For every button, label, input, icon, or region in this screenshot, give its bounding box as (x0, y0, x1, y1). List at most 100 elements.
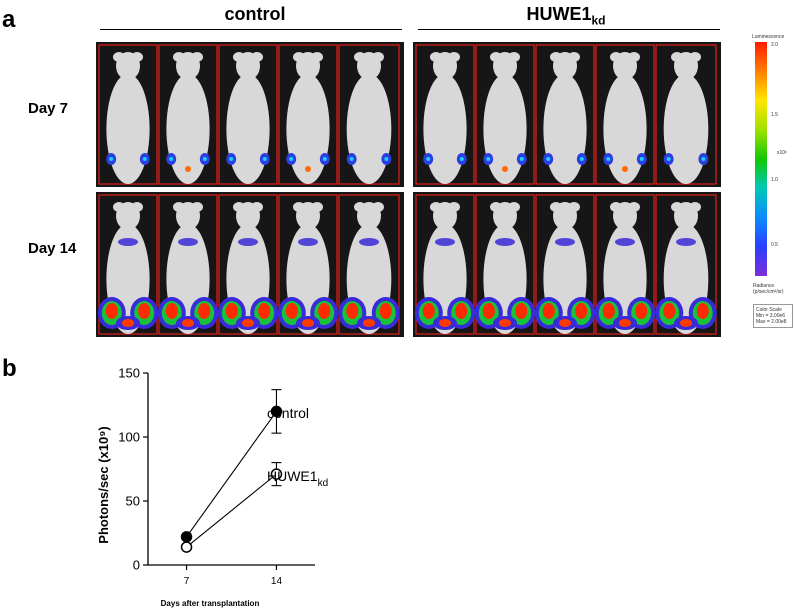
signal-core (579, 157, 584, 161)
signal-upper (495, 238, 515, 246)
series-line (186, 473, 277, 548)
signal-base-core (680, 319, 692, 327)
signal-peak (379, 303, 392, 319)
signal-peak (346, 303, 359, 319)
signal-core (229, 157, 234, 161)
signal-core (322, 157, 327, 161)
colorbar-unit-line2: (p/sec/cm²/sr) (753, 289, 784, 295)
colorbar-tick-0-5: 0.5 (771, 242, 778, 248)
colorbar-tick-1-0: 1.0 (771, 177, 778, 183)
signal-upper (118, 238, 138, 246)
signal-core (262, 157, 267, 161)
signal-peak (602, 303, 615, 319)
mouse-body (226, 73, 270, 185)
mouse-figure (535, 44, 595, 185)
data-point (270, 405, 283, 418)
mouse-head (553, 202, 577, 230)
mouse-head (493, 52, 517, 80)
signal-tail (305, 166, 311, 172)
bli-huwe1kd-day14-svg (414, 194, 717, 335)
signal-peak (575, 303, 588, 319)
signal-peak (225, 303, 238, 319)
signal-tail (185, 166, 191, 172)
mouse-head (176, 52, 200, 80)
signal-peak (138, 303, 151, 319)
colorbar-exponent: x10⁸ (777, 150, 788, 156)
signal-core (639, 157, 644, 161)
signal-core (142, 157, 147, 161)
panel-letter-b: b (2, 355, 17, 382)
mouse-figure (474, 194, 536, 335)
signal-core (546, 157, 551, 161)
x-axis-label: Days after transplantation (161, 599, 260, 608)
mouse-figure (217, 194, 279, 335)
mouse-figure (415, 44, 475, 185)
row-label-day14: Day 14 (28, 240, 77, 257)
mouse-head (433, 52, 457, 80)
signal-tail (502, 166, 508, 172)
mouse-figure (218, 44, 278, 185)
signal-peak (422, 303, 435, 319)
mouse-head (116, 52, 140, 80)
mouse-head (296, 202, 320, 230)
signal-base-core (182, 319, 194, 327)
mouse-figure (655, 44, 717, 185)
color-scale-max: Max = 2.00e8 (756, 319, 787, 325)
signal-core (349, 157, 354, 161)
mouse-head (493, 202, 517, 230)
signal-base-core (242, 319, 254, 327)
mouse-body (423, 73, 467, 185)
signal-peak (285, 303, 298, 319)
bli-control-day7-svg (98, 44, 400, 185)
group-label-control: control (224, 4, 286, 24)
y-axis-label: Photons/sec (x10⁹) (96, 426, 111, 543)
mouse-head (296, 52, 320, 80)
mouse-body (166, 73, 210, 185)
signal-base-core (302, 319, 314, 327)
signal-upper (555, 238, 575, 246)
color-scale-min: Min = 3.00e6 (756, 313, 786, 319)
signal-upper (359, 238, 379, 246)
colorbar-tick-1-5: 1.5 (771, 112, 778, 118)
signal-base-core (499, 319, 511, 327)
signal-base-core (363, 319, 375, 327)
signal-peak (696, 303, 709, 319)
bli-image-huwe1kd-day7 (413, 42, 721, 187)
signal-tail (622, 166, 628, 172)
color-scale-box: Color Scale Min = 3.00e6 Max = 2.00e8 (753, 304, 793, 328)
mouse-head (357, 202, 381, 230)
mouse-body (286, 73, 330, 185)
signal-peak (165, 303, 178, 319)
data-point (180, 541, 193, 553)
group-underline-control (100, 29, 402, 30)
signal-peak (455, 303, 468, 319)
y-tick-label: 100 (118, 430, 140, 445)
mouse-head (674, 202, 698, 230)
signal-upper (676, 238, 696, 246)
bli-huwe1kd-day7-svg (415, 44, 717, 185)
signal-core (426, 157, 431, 161)
mouse-head (613, 202, 637, 230)
bli-image-control-day14 (96, 192, 404, 337)
colorbar-unit-line1: Radiance (753, 283, 775, 289)
signal-core (459, 157, 464, 161)
legend-label-huwe1kd: HUWE1kd (267, 468, 328, 489)
data-point (180, 531, 193, 543)
mouse-figure (595, 44, 655, 185)
mouse-figure (414, 194, 476, 335)
mouse-body (483, 73, 527, 185)
mouse-head (553, 52, 577, 80)
bli-image-huwe1kd-day14 (413, 192, 721, 337)
row-label-day7: Day 7 (28, 100, 69, 117)
signal-peak (258, 303, 271, 319)
legend-label-control: control (267, 405, 309, 421)
mouse-head (433, 202, 457, 230)
signal-peak (635, 303, 648, 319)
signal-core (109, 157, 114, 161)
mouse-figure (158, 44, 218, 185)
mouse-body (106, 73, 150, 185)
signal-peak (482, 303, 495, 319)
signal-base-core (559, 319, 571, 327)
signal-upper (238, 238, 258, 246)
y-tick-label: 150 (118, 366, 140, 381)
